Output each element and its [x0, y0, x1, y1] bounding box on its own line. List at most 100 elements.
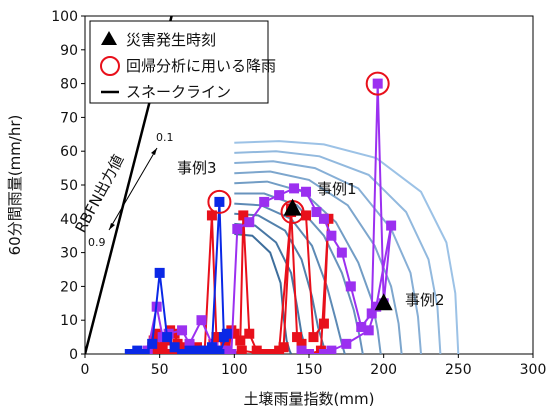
legend-label-snake: スネークライン — [126, 83, 231, 101]
data-point-case1 — [244, 328, 255, 339]
data-point-case1 — [292, 332, 303, 343]
data-point-case2 — [336, 247, 347, 258]
data-point-case2 — [356, 321, 367, 332]
series-group — [124, 78, 397, 354]
data-point-case3 — [139, 349, 150, 354]
y-tick-label: 50 — [60, 178, 78, 194]
data-point-case2 — [341, 338, 352, 349]
data-point-case3 — [211, 345, 222, 354]
contour-line — [234, 170, 403, 354]
data-point-case3 — [169, 342, 180, 353]
legend-label-disaster: 災害発生時刻 — [126, 31, 216, 49]
data-point-case2 — [345, 281, 356, 292]
regression-circle — [365, 71, 390, 96]
disaster-triangle — [374, 293, 393, 311]
x-tick-label: 200 — [370, 362, 397, 378]
data-point-case3 — [214, 196, 225, 207]
y-tick-label: 70 — [60, 110, 78, 126]
data-point-case1 — [296, 338, 307, 349]
disaster-triangle — [283, 198, 302, 216]
contour-line — [234, 192, 364, 354]
data-point-case3 — [154, 267, 165, 278]
data-point-case1 — [211, 332, 222, 343]
data-point-case1 — [169, 328, 180, 339]
data-point-case3 — [221, 328, 232, 339]
data-point-case2 — [318, 213, 329, 224]
y-tick-label: 40 — [60, 212, 78, 228]
case2-label: 事例2 — [405, 291, 445, 309]
data-point-case3 — [193, 345, 204, 354]
contour-line — [234, 180, 382, 354]
y-tick-label: 10 — [60, 313, 78, 329]
data-point-case2 — [232, 223, 243, 234]
data-point-case3 — [132, 345, 143, 354]
y-tick-label: 30 — [60, 246, 78, 262]
axes: 0 50 100 150 200 250 300 0 10 20 30 40 50 60 70 80 90 100 — [51, 9, 546, 378]
data-point-case3 — [162, 332, 173, 343]
data-point-case1 — [229, 328, 240, 339]
y-tick-label: 0 — [69, 347, 78, 363]
x-tick-label: 100 — [221, 362, 248, 378]
contour-line — [234, 233, 293, 354]
data-point-case2 — [318, 349, 329, 354]
contour-line — [234, 140, 460, 354]
data-point-case2 — [289, 183, 300, 194]
data-point-case3 — [147, 338, 158, 349]
x-axis-title: 土壌雨量指数(mm) — [244, 390, 375, 408]
x-tick-label: 50 — [151, 362, 169, 378]
legend: 災害発生時刻 回帰分析に用いる降雨 スネークライン — [89, 20, 276, 104]
contour-line — [234, 150, 442, 354]
x-tick-label: 0 — [81, 362, 90, 378]
data-point-case1 — [278, 342, 289, 353]
y-tick-label: 80 — [60, 77, 78, 93]
data-point-case2 — [326, 230, 337, 241]
data-point-case1 — [266, 349, 277, 354]
y-axis-title: 60分間雨量(mm/hr) — [6, 115, 24, 256]
data-point-case3 — [187, 349, 198, 354]
data-point-case2 — [184, 338, 195, 349]
rbfn-arrow-head-bottom — [109, 223, 115, 230]
legend-label-regression: 回帰分析に用いる降雨 — [126, 57, 276, 75]
data-point-case1 — [318, 318, 329, 329]
data-point-case2 — [311, 207, 322, 218]
rbfn-arrow — [108, 147, 158, 231]
data-point-case1 — [238, 210, 249, 221]
data-point-case2 — [326, 345, 337, 354]
data-point-case2 — [304, 349, 314, 354]
data-point-case1 — [206, 210, 217, 221]
data-point-case2 — [259, 196, 270, 207]
data-point-case1 — [308, 332, 319, 343]
y-tick-label: 100 — [51, 9, 78, 25]
legend-box — [89, 20, 269, 104]
data-point-case2 — [301, 186, 312, 197]
marker-group — [207, 71, 393, 311]
data-point-case3 — [124, 349, 135, 354]
data-point-case2 — [366, 308, 377, 319]
data-point-case2 — [274, 190, 285, 201]
contour-line — [234, 202, 346, 354]
legend-triangle-icon — [101, 31, 117, 45]
data-point-case2 — [363, 325, 374, 336]
data-point-case3 — [199, 349, 210, 354]
y-tick-label: 60 — [60, 144, 78, 160]
data-point-case1 — [301, 210, 312, 221]
data-point-case1 — [236, 345, 247, 354]
regression-circle — [207, 189, 232, 214]
x-tick-label: 150 — [296, 362, 323, 378]
rbfn-bottom-label: 0.9 — [88, 236, 106, 249]
data-point-case1 — [235, 335, 246, 346]
contour-line — [234, 212, 328, 354]
data-point-case2 — [371, 301, 382, 312]
data-point-case1 — [178, 342, 189, 353]
data-point-case2 — [226, 349, 237, 354]
rbfn-top-label: 0.1 — [156, 131, 174, 144]
data-point-case1 — [251, 345, 262, 354]
case3-label: 事例3 — [177, 159, 217, 177]
case1-label: 事例1 — [317, 180, 357, 198]
y-tick-label: 90 — [60, 43, 78, 59]
x-tick-label: 250 — [445, 362, 472, 378]
data-point-case3 — [205, 349, 216, 354]
data-point-case2 — [244, 217, 255, 228]
